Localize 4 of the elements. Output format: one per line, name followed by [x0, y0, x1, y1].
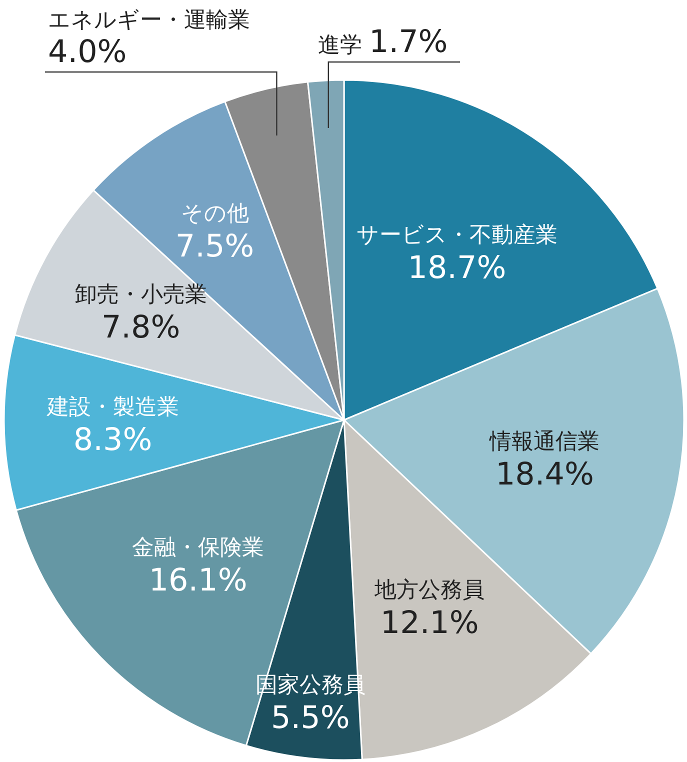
slice-label: 進学 [318, 33, 362, 58]
data-label: 1.7% [369, 24, 448, 60]
data-label: 4.0% [48, 34, 127, 70]
slice-label: エネルギー・運輸業 [48, 8, 250, 33]
